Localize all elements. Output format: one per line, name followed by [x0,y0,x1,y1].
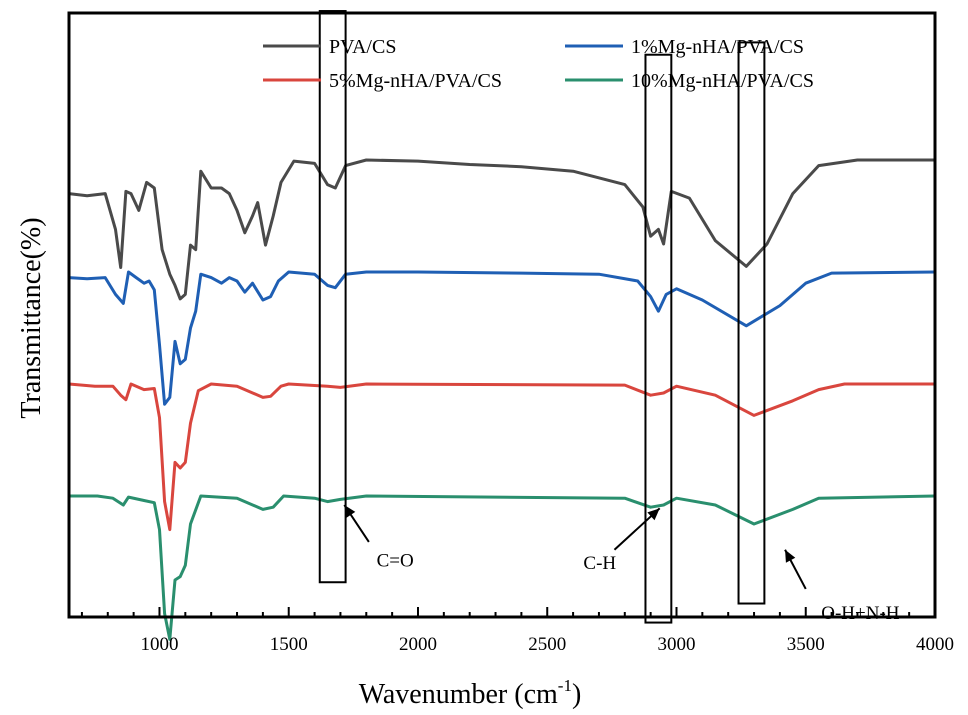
x-tick-label-5: 3500 [787,634,825,655]
legend-label-2: 5%Mg-nHA/PVA/CS [329,70,502,92]
x-tick-label-1: 1500 [270,634,308,655]
x-tick-label-6: 4000 [916,634,954,655]
axes: 1000 1500 2000 2500 3000 3500 4000 [69,13,954,655]
x-axis-label-close: ) [572,679,581,710]
legend-label-0: PVA/CS [329,36,396,58]
legend-label-3: 10%Mg-nHA/PVA/CS [631,70,814,92]
x-axis-label-sup: -1 [558,676,572,695]
series-layer [69,160,935,639]
series-line-2 [69,384,935,530]
annotation-box-0 [320,11,346,582]
x-tick-label-4: 3000 [657,634,695,655]
legend-label-1: 1%Mg-nHA/PVA/CS [631,36,804,58]
x-axis-label-main: Wavenumber (cm [359,679,558,710]
annotation-label-2: O-H+N-H [821,603,900,624]
plot-frame [69,13,935,617]
x-axis-label: Wavenumber (cm-1) [359,676,582,710]
annotation-label-0: C=O [377,551,414,572]
x-tick-label-2: 2000 [399,634,437,655]
x-tick-label-0: 1000 [140,634,178,655]
annotation-box-1 [645,55,671,623]
x-tick-label-3: 2500 [528,634,566,655]
annotation-label-1: C-H [583,553,616,574]
y-axis-label: Transmittance(%) [16,217,47,418]
annotation-layer: C=O C-H O-H+N-H [320,11,900,624]
